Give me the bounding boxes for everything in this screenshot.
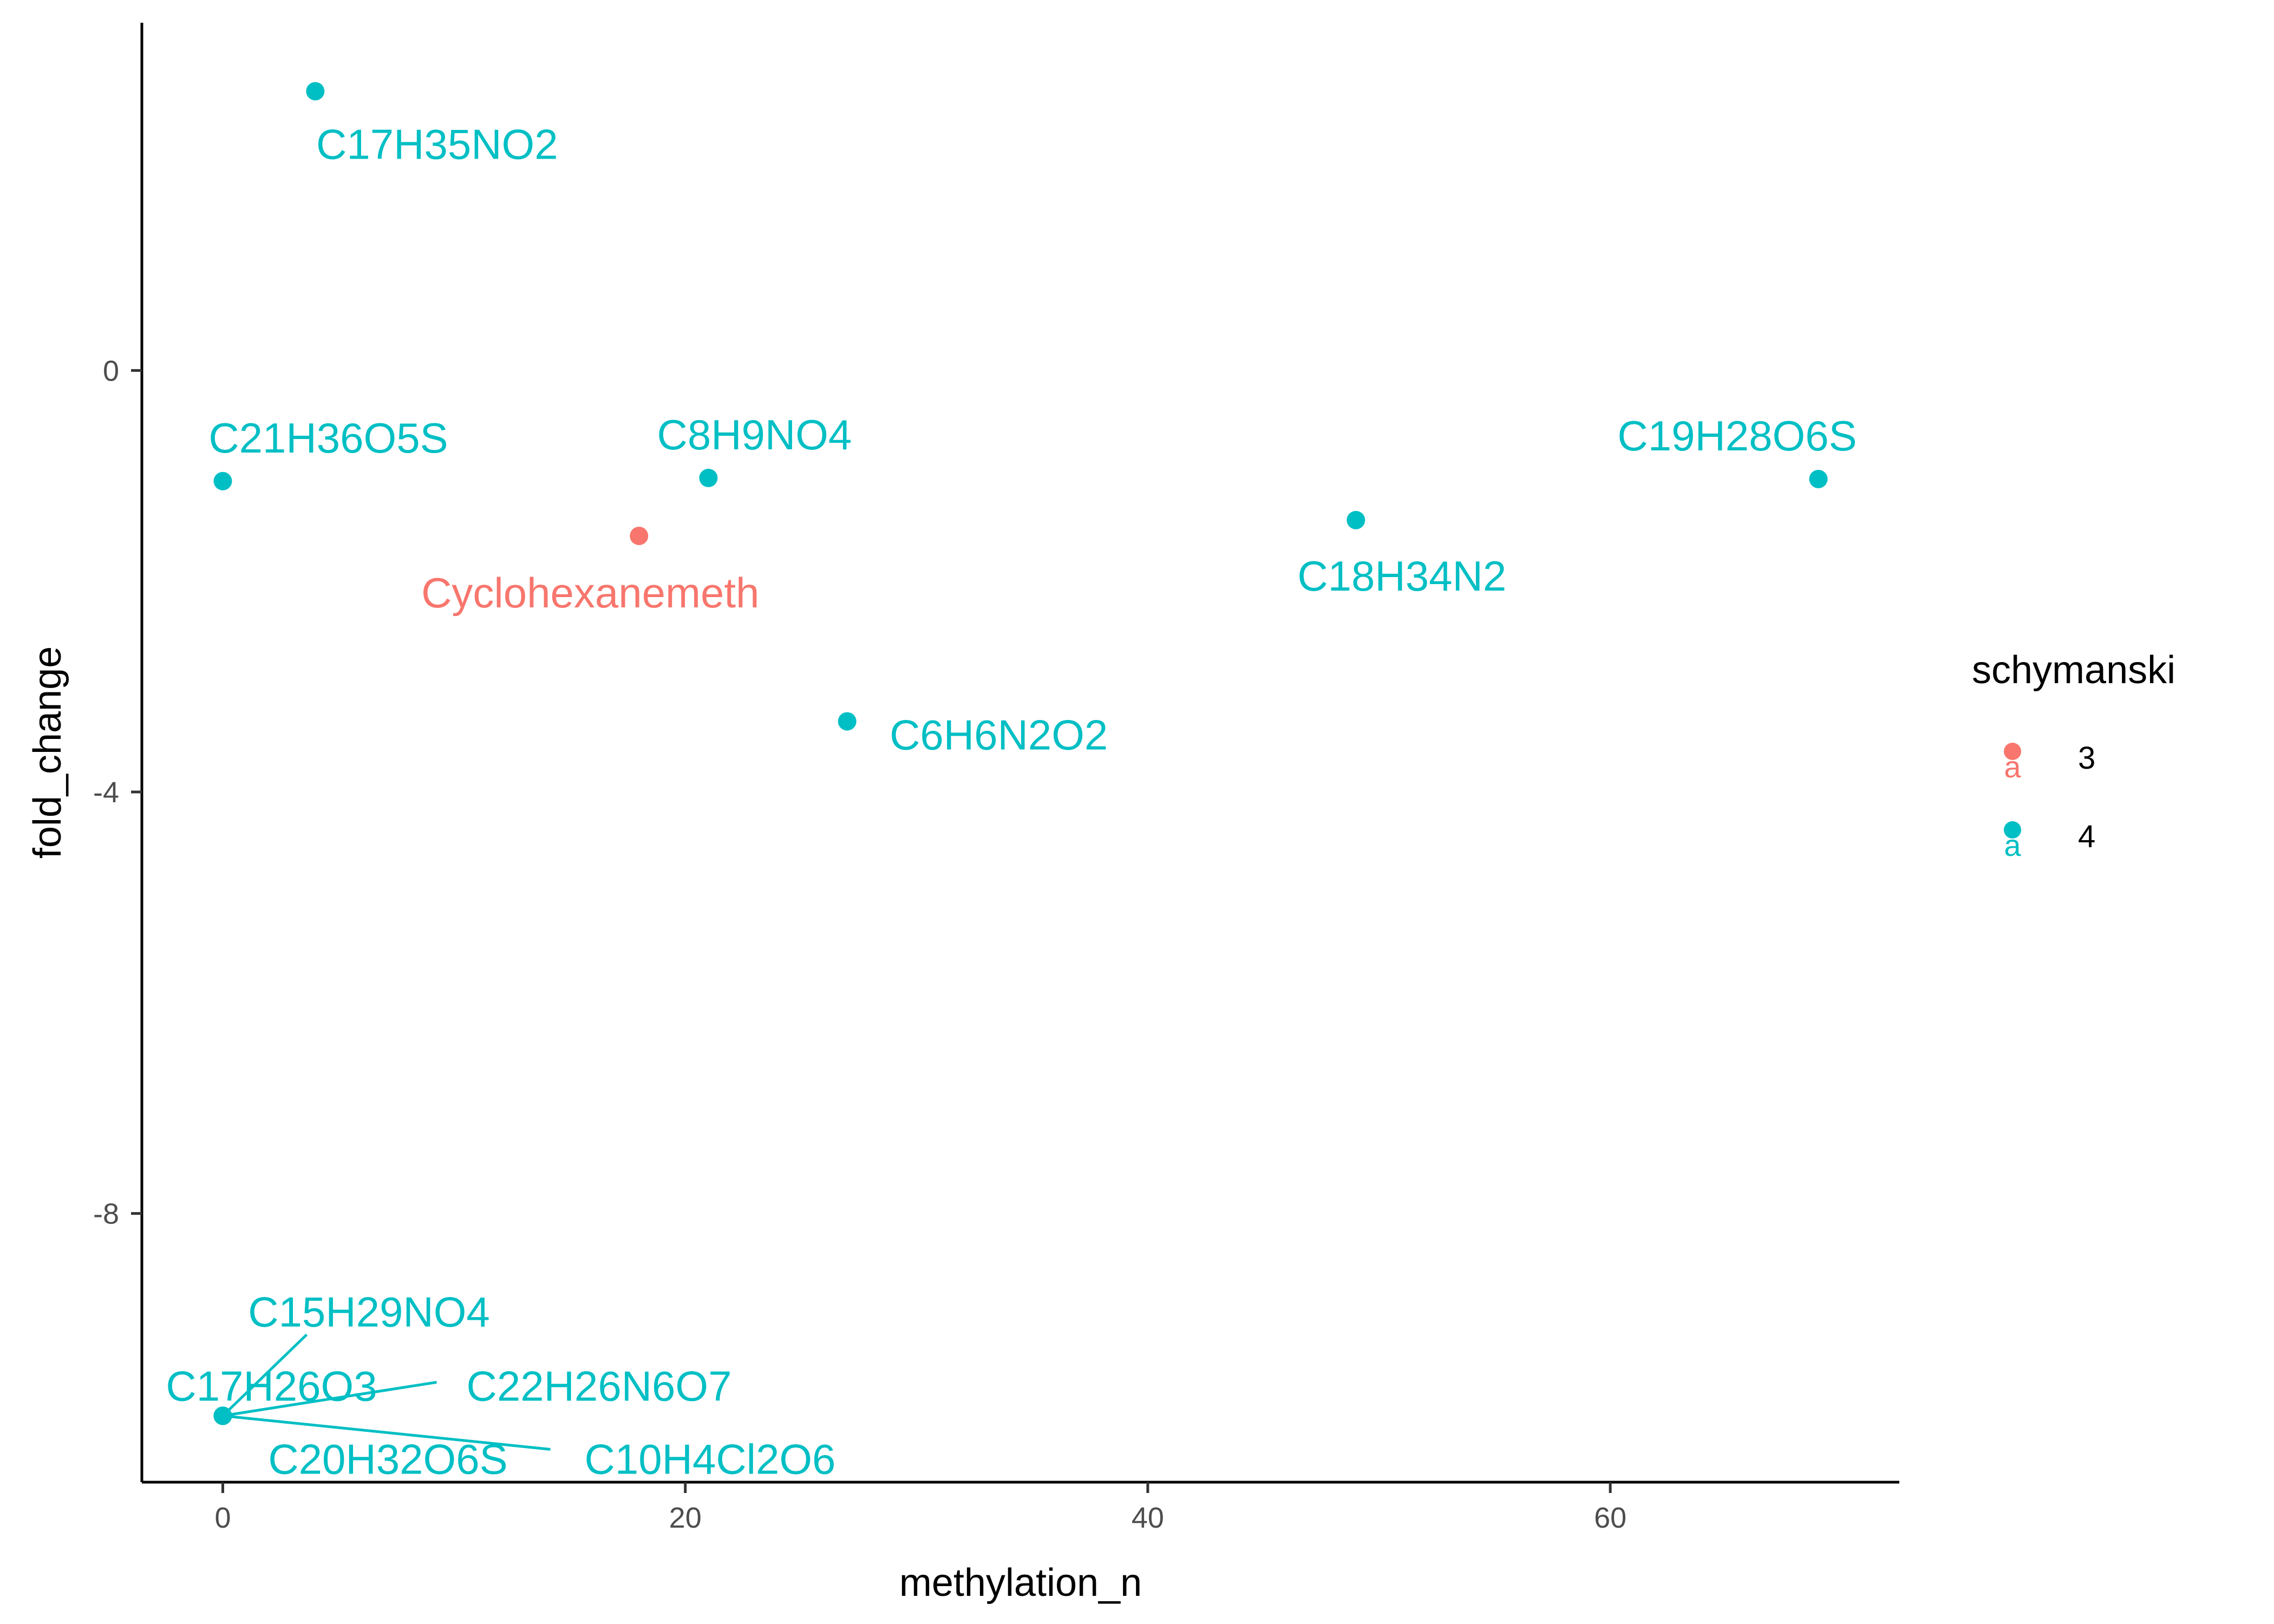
- point-label-c10h4cl2o6: C10H4Cl2O6: [585, 1435, 836, 1483]
- point-label-c6h6n2o2: C6H6N2O2: [890, 711, 1108, 759]
- legend-key-letter-4: a: [2004, 828, 2021, 862]
- x-tick-label-20: 20: [669, 1502, 702, 1534]
- legend: schymanski a 3 a 4: [1972, 649, 2175, 862]
- legend-entries: a 3 a 4: [2004, 741, 2095, 862]
- leader-line-c22h26n6o7: [223, 1380, 437, 1417]
- x-tick-label-40: 40: [1132, 1502, 1164, 1534]
- legend-label-4: 4: [2078, 819, 2095, 854]
- legend-key-point-3: [2004, 743, 2021, 760]
- point-label-c17h26o3: C17H26O3: [166, 1362, 377, 1410]
- point-label-c20h32o6s: C20H32O6S: [268, 1435, 507, 1483]
- point-c21h36o5s: [213, 472, 232, 490]
- point-c17h35no2: [306, 82, 325, 101]
- point-label-c18h34n2: C18H34N2: [1297, 552, 1506, 600]
- point-label-c8h9no4: C8H9NO4: [657, 411, 852, 459]
- point-labels: C17H35NO2 C21H36O5S C8H9NO4 Cyclohexanemeth…: [166, 121, 1857, 1483]
- y-tick-label--8: -8: [93, 1198, 119, 1230]
- point-label-c17h35no2: C17H35NO2: [316, 121, 558, 168]
- point-c19h28o6s: [1809, 469, 1828, 488]
- label-leader-lines: [221, 1333, 551, 1451]
- legend-key-letter-3: a: [2004, 750, 2021, 784]
- point-cyclohexanemeth: [630, 526, 649, 545]
- data-points: [213, 82, 1828, 1425]
- x-axis-ticks: 0 20 40 60: [214, 1482, 1626, 1534]
- y-axis-ticks: 0 -4 -8: [93, 355, 142, 1230]
- legend-title: schymanski: [1972, 649, 2175, 692]
- x-tick-label-0: 0: [214, 1502, 231, 1534]
- point-c6h6n2o2: [838, 712, 857, 731]
- legend-key-point-4: [2004, 821, 2021, 839]
- point-label-cyclohexanemeth: Cyclohexanemeth: [421, 569, 759, 617]
- legend-label-3: 3: [2078, 741, 2095, 776]
- point-c10h4cl2o6: [213, 1406, 232, 1425]
- point-label-c19h28o6s: C19H28O6S: [1617, 412, 1857, 460]
- point-label-c15h29no4: C15H29NO4: [248, 1288, 490, 1335]
- point-c18h34n2: [1347, 510, 1365, 529]
- y-tick-label-0: 0: [103, 355, 119, 387]
- leader-line-c10h4cl2o6: [223, 1414, 551, 1451]
- x-axis-title: methylation_n: [899, 1561, 1142, 1605]
- point-label-c22h26n6o7: C22H26N6O7: [467, 1362, 732, 1410]
- y-axis-title: fold_change: [26, 646, 69, 859]
- x-tick-label-60: 60: [1594, 1502, 1626, 1534]
- point-label-c21h36o5s: C21H36O5S: [208, 414, 448, 462]
- point-c8h9no4: [699, 468, 718, 487]
- leader-line-c15h29no4: [221, 1333, 308, 1417]
- y-tick-label--4: -4: [93, 776, 119, 809]
